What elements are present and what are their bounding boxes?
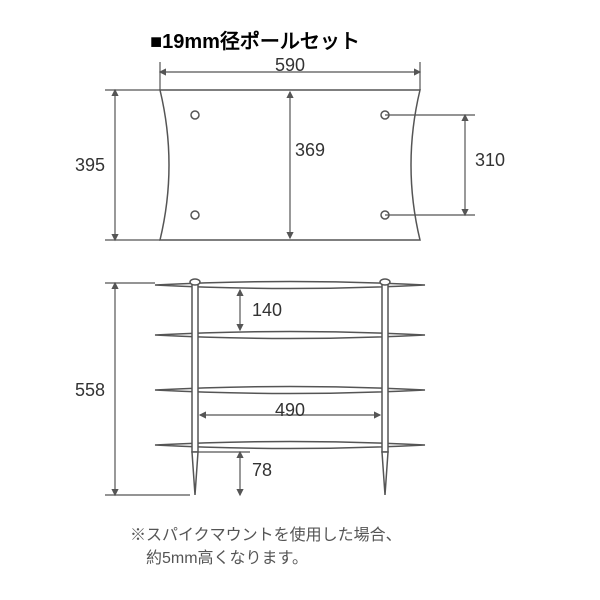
footnote-line1: ※スパイクマウントを使用した場合、 (130, 527, 402, 544)
side-view (155, 279, 425, 495)
dim-total-height: 558 (75, 380, 105, 401)
dim-shelf-gap: 140 (252, 300, 282, 321)
dim-top-width: 590 (275, 55, 305, 76)
dim-spike-height: 78 (252, 460, 272, 481)
dimension-diagram (0, 0, 600, 600)
dim-inner-height: 369 (295, 140, 325, 161)
dim-top-height: 395 (75, 155, 105, 176)
footnote-line2: 約5mm高くなります。 (130, 550, 308, 567)
footnote: ※スパイクマウントを使用した場合、 約5mm高くなります。 (130, 525, 402, 570)
dim-hole-dist: 310 (475, 150, 505, 171)
dim-inner-width: 490 (275, 400, 305, 421)
